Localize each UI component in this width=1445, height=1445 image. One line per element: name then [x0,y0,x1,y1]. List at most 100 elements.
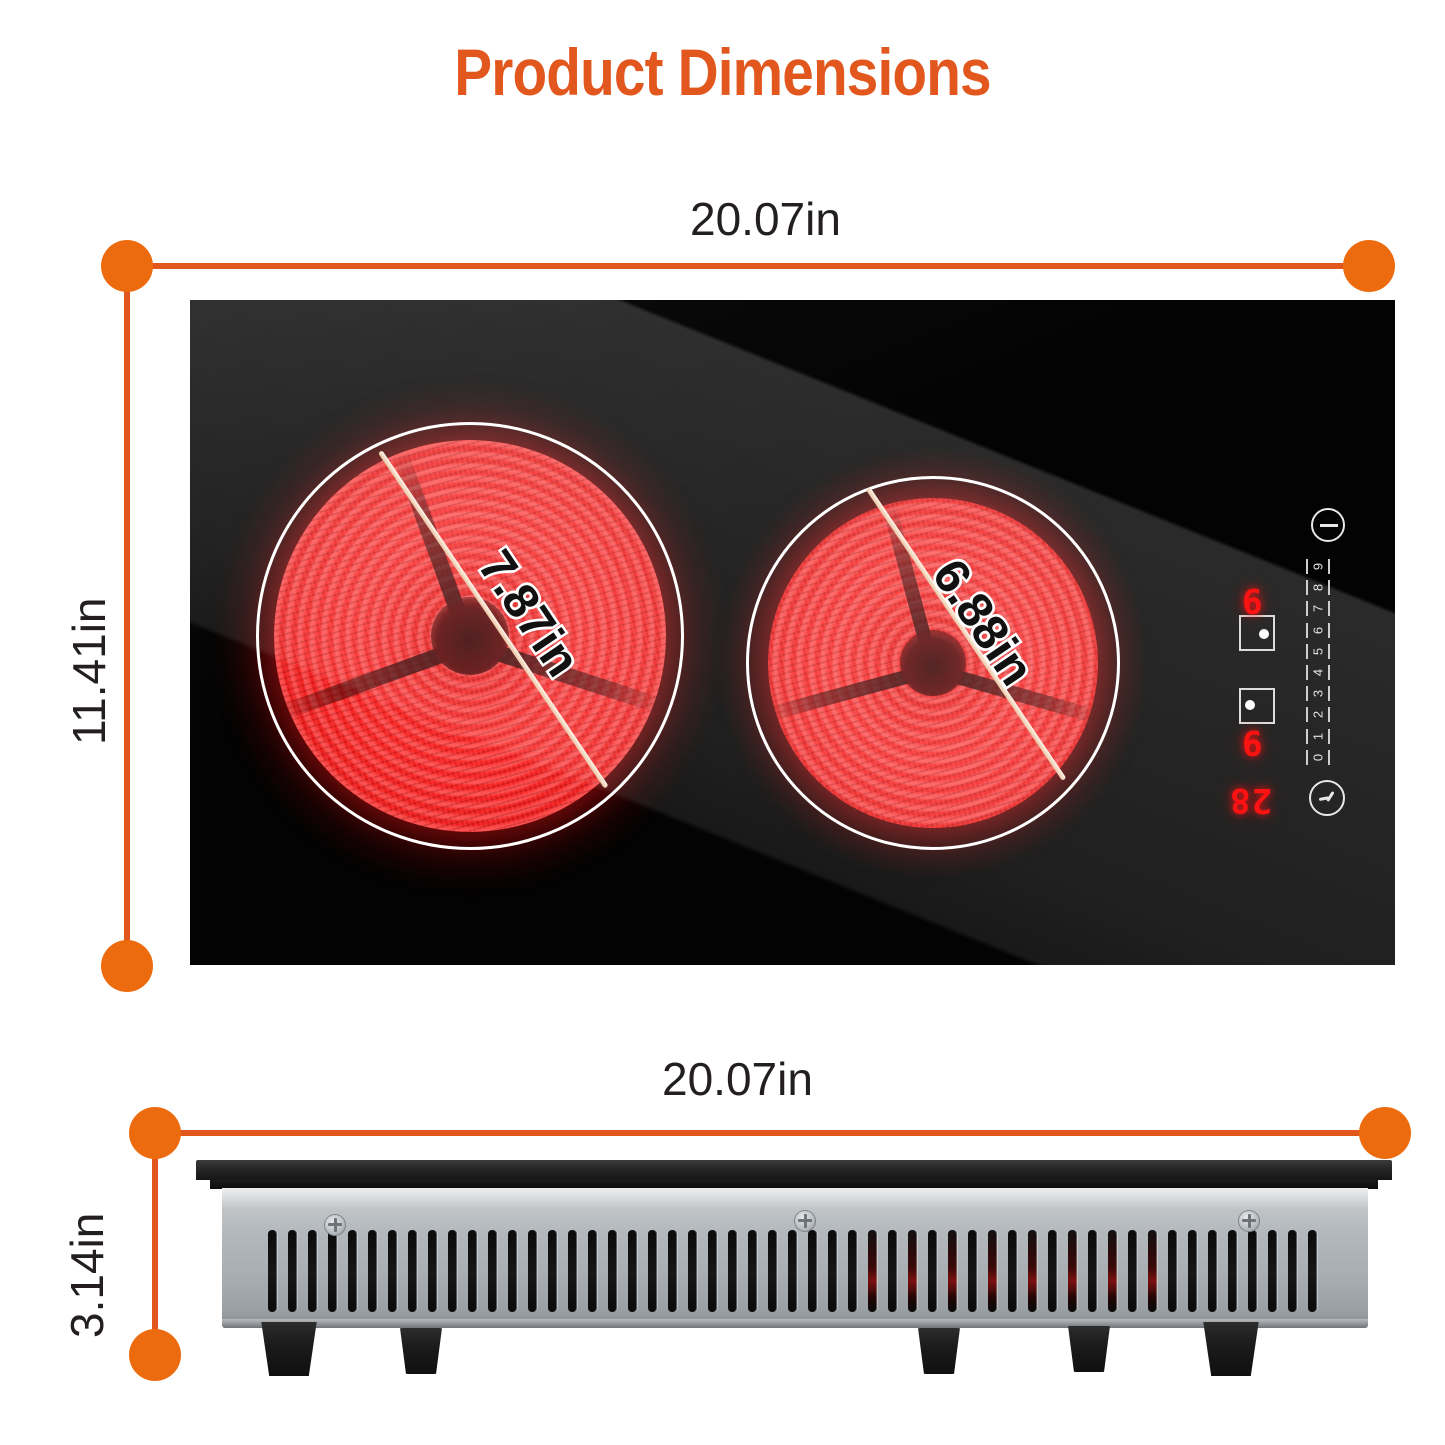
vent-slot [908,1230,917,1312]
slider-tick-bar [1306,664,1308,680]
slider-tick-bar [1328,749,1330,765]
slider-tick-bar [1328,580,1330,596]
vent-slot [408,1230,417,1312]
vent-slot [1228,1230,1237,1312]
timer-display: 28 [1229,780,1272,820]
left-burner-outline-ring [256,422,684,850]
vent-slot [1088,1230,1097,1312]
vent-slot [468,1230,477,1312]
top-width-label: 20.07in [690,193,841,245]
rubber-foot [1068,1326,1110,1372]
vent-slot [328,1230,337,1312]
slider-tick[interactable]: 6 [1305,620,1331,641]
vent-slot [1208,1230,1217,1312]
vent-slot [848,1230,857,1312]
vent-slot [988,1230,997,1312]
vent-slot [648,1230,657,1312]
vent-slot [828,1230,837,1312]
slider-tick-bar [1306,559,1308,574]
vent-slot [428,1230,437,1312]
slider-tick-bar [1328,643,1330,659]
vent-slot [448,1230,457,1312]
slider-tick-bar [1328,707,1330,723]
slider-tick[interactable]: 5 [1305,641,1331,662]
slider-tick[interactable]: 9 [1305,556,1331,577]
zone-right-pip [1245,700,1255,710]
vent-slot [668,1230,677,1312]
vent-slot [508,1230,517,1312]
top-height-dimension-line [124,266,130,966]
dimension-dot-top-right [1343,240,1395,292]
dimension-dot-top-left [101,240,153,292]
vent-slot [608,1230,617,1312]
bottom-height-dimension-line [152,1133,158,1355]
power-icon[interactable] [1311,508,1345,542]
rubber-foot [261,1322,317,1376]
vent-slot [388,1230,397,1312]
vent-slot [1248,1230,1257,1312]
vent-slot [488,1230,497,1312]
vent-slot [588,1230,597,1312]
slider-tick-bar [1306,580,1308,596]
zone-right-indicator[interactable] [1239,688,1275,724]
zone-left-level-display: 9 [1241,580,1263,620]
slider-tick[interactable]: 7 [1305,598,1331,619]
bottom-height-label: 3.14in [61,1212,113,1338]
slider-tick-bar [1328,622,1330,638]
top-width-dimension-line [127,263,1369,269]
vent-slot [788,1230,797,1312]
vent-slot [1308,1230,1317,1312]
dimension-dot-side-top-right [1359,1107,1411,1159]
slider-tick-bar [1328,686,1330,702]
vent-slot [1268,1230,1277,1312]
cooktop-side-view [196,1160,1392,1390]
housing-screw [324,1214,346,1236]
slider-tick-bar [1328,601,1330,617]
slider-tick-bar [1328,728,1330,744]
vent-slot [568,1230,577,1312]
vent-slot-group [268,1230,1328,1312]
slider-tick[interactable]: 4 [1305,662,1331,683]
rubber-foot [918,1328,960,1374]
vent-slot [1108,1230,1117,1312]
rubber-foot [1203,1322,1259,1376]
slider-tick[interactable]: 0 [1305,747,1331,768]
dimension-dot-side-top-left [129,1107,181,1159]
slider-tick-bar [1306,643,1308,659]
slider-tick-bar [1328,559,1330,574]
vent-slot [368,1230,377,1312]
vent-slot [888,1230,897,1312]
slider-tick[interactable]: 8 [1305,577,1331,598]
vent-slot [708,1230,717,1312]
zone-left-pip [1259,629,1269,639]
vent-slot [548,1230,557,1312]
vent-slot [948,1230,957,1312]
clock-icon[interactable] [1309,780,1345,816]
vent-slot [688,1230,697,1312]
slider-tick[interactable]: 3 [1305,683,1331,704]
slider-tick-bar [1306,707,1308,723]
zone-left-indicator[interactable] [1239,615,1275,651]
vent-slot [1028,1230,1037,1312]
vent-slot [808,1230,817,1312]
vent-slot [728,1230,737,1312]
housing-screw [794,1210,816,1232]
slider-tick-label: 0 [1310,753,1326,761]
right-burner-outline-ring [746,476,1120,850]
housing-screw [1238,1210,1260,1232]
bottom-width-dimension-line [155,1130,1385,1136]
slider-tick-bar [1306,601,1308,617]
vent-slot [1128,1230,1137,1312]
slider-tick[interactable]: 2 [1305,704,1331,725]
vent-slot [928,1230,937,1312]
vent-slot [628,1230,637,1312]
slider-tick[interactable]: 1 [1305,726,1331,747]
zone-right-level-display: 9 [1241,722,1263,762]
vent-slot [348,1230,357,1312]
vent-slot [748,1230,757,1312]
side-metal-housing [222,1188,1368,1328]
